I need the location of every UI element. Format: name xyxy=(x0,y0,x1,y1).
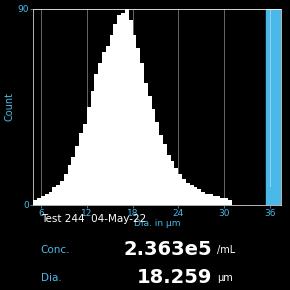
Bar xyxy=(266,9,281,205)
Bar xyxy=(68,165,72,205)
Bar xyxy=(163,144,167,205)
Bar xyxy=(41,196,45,205)
Bar xyxy=(75,146,79,205)
Bar xyxy=(152,109,155,205)
Bar xyxy=(144,83,148,205)
Bar xyxy=(129,20,133,205)
Bar xyxy=(270,187,274,205)
Bar xyxy=(201,192,205,205)
Bar xyxy=(125,9,129,205)
Bar xyxy=(213,196,216,205)
Bar xyxy=(136,48,140,205)
Bar xyxy=(193,187,197,205)
Text: 2.363e5: 2.363e5 xyxy=(123,240,212,259)
Bar xyxy=(178,174,182,205)
Bar xyxy=(83,124,87,205)
Bar xyxy=(148,96,152,205)
X-axis label: Dia. in μm: Dia. in μm xyxy=(134,219,181,228)
Bar xyxy=(171,161,175,205)
Bar xyxy=(106,46,110,205)
Bar xyxy=(102,52,106,205)
Bar xyxy=(121,13,125,205)
Bar xyxy=(209,194,213,205)
Text: μm: μm xyxy=(217,273,233,283)
Bar xyxy=(190,185,193,205)
Bar xyxy=(37,198,41,205)
Bar xyxy=(133,35,136,205)
Bar xyxy=(60,181,64,205)
Text: 18.259: 18.259 xyxy=(137,268,212,287)
Bar xyxy=(140,63,144,205)
Bar xyxy=(228,200,232,205)
Bar xyxy=(45,194,49,205)
Text: Conc.: Conc. xyxy=(41,245,70,255)
Bar xyxy=(56,185,60,205)
Text: Dia.: Dia. xyxy=(41,273,61,283)
Bar xyxy=(159,135,163,205)
Bar xyxy=(205,194,209,205)
Bar xyxy=(49,192,52,205)
Bar xyxy=(98,63,102,205)
Bar xyxy=(220,198,224,205)
Bar xyxy=(52,187,56,205)
Bar xyxy=(197,189,201,205)
Bar xyxy=(182,179,186,205)
Bar xyxy=(64,174,68,205)
Bar xyxy=(155,122,159,205)
Bar xyxy=(113,24,117,205)
Bar xyxy=(94,74,98,205)
Y-axis label: Count: Count xyxy=(5,92,15,121)
Bar xyxy=(72,157,75,205)
Bar xyxy=(117,15,121,205)
Bar xyxy=(266,194,270,205)
Bar xyxy=(90,91,94,205)
Bar xyxy=(87,107,90,205)
Text: Test 244  04-May-22: Test 244 04-May-22 xyxy=(41,214,146,224)
Bar xyxy=(167,155,171,205)
Bar xyxy=(175,168,178,205)
Bar xyxy=(79,133,83,205)
Bar xyxy=(33,200,37,205)
Text: /mL: /mL xyxy=(217,245,235,255)
Bar xyxy=(224,198,228,205)
Bar xyxy=(186,183,190,205)
Bar xyxy=(110,35,113,205)
Bar xyxy=(216,196,220,205)
